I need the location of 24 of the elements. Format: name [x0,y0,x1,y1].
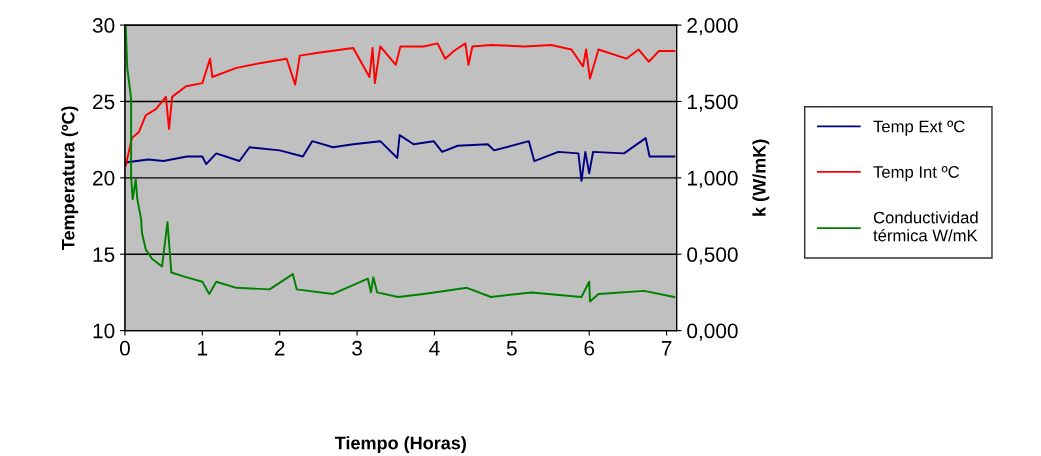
y-tick-label: 25 [93,94,115,110]
x-tick-label: 6 [584,340,595,356]
y2-tick-label: 1,000 [687,170,738,189]
y2-tick-label: 2,000 [687,18,738,36]
x-axis-title: Tiempo (Horas) [334,436,466,453]
x-tick-label: 2 [274,340,285,356]
legend-label: Temp Int ºC [873,166,960,182]
x-tick-label: 4 [429,341,440,356]
x-tick-label: 1 [198,341,208,356]
x-tick-label: 5 [506,341,517,356]
y-tick-label: 20 [93,170,115,186]
y2-tick-label: 0,000 [687,323,738,341]
x-tick-label: 3 [352,340,362,356]
y2-tick-label: 1,500 [687,94,738,112]
x-tick-label: 7 [661,341,672,356]
x-tick-label: 0 [119,340,130,356]
y-axis-title: Temperatura (ºC) [61,106,79,250]
y2-tick-label: 0,500 [687,247,738,265]
y-tick-label: 10 [93,323,115,339]
legend-label: Temp Ext ºC [873,120,965,136]
y-tick-label: 15 [93,247,115,262]
legend-label: Conductividad térmica W/mK [873,211,978,242]
y-tick-label: 30 [92,18,115,33]
y2-axis-title: k (W/mK) [752,139,770,216]
